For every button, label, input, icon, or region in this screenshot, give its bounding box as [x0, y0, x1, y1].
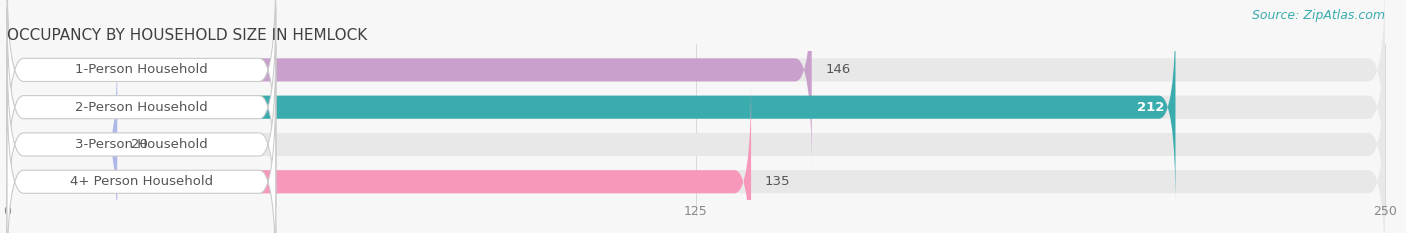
FancyBboxPatch shape	[7, 82, 751, 233]
FancyBboxPatch shape	[7, 0, 276, 170]
FancyBboxPatch shape	[7, 7, 276, 207]
FancyBboxPatch shape	[7, 7, 1175, 207]
FancyBboxPatch shape	[7, 82, 276, 233]
Text: 2-Person Household: 2-Person Household	[75, 101, 208, 114]
FancyBboxPatch shape	[7, 0, 811, 170]
Text: 1-Person Household: 1-Person Household	[75, 63, 208, 76]
FancyBboxPatch shape	[7, 82, 1385, 233]
Text: 146: 146	[825, 63, 851, 76]
Text: 212: 212	[1137, 101, 1164, 114]
Text: 4+ Person Household: 4+ Person Household	[70, 175, 212, 188]
FancyBboxPatch shape	[7, 44, 117, 233]
FancyBboxPatch shape	[7, 44, 276, 233]
FancyBboxPatch shape	[7, 7, 1385, 207]
FancyBboxPatch shape	[7, 44, 1385, 233]
Text: 135: 135	[765, 175, 790, 188]
Text: 20: 20	[131, 138, 148, 151]
Text: 3-Person Household: 3-Person Household	[75, 138, 208, 151]
FancyBboxPatch shape	[7, 0, 1385, 170]
Text: Source: ZipAtlas.com: Source: ZipAtlas.com	[1251, 9, 1385, 22]
Text: OCCUPANCY BY HOUSEHOLD SIZE IN HEMLOCK: OCCUPANCY BY HOUSEHOLD SIZE IN HEMLOCK	[7, 28, 367, 43]
